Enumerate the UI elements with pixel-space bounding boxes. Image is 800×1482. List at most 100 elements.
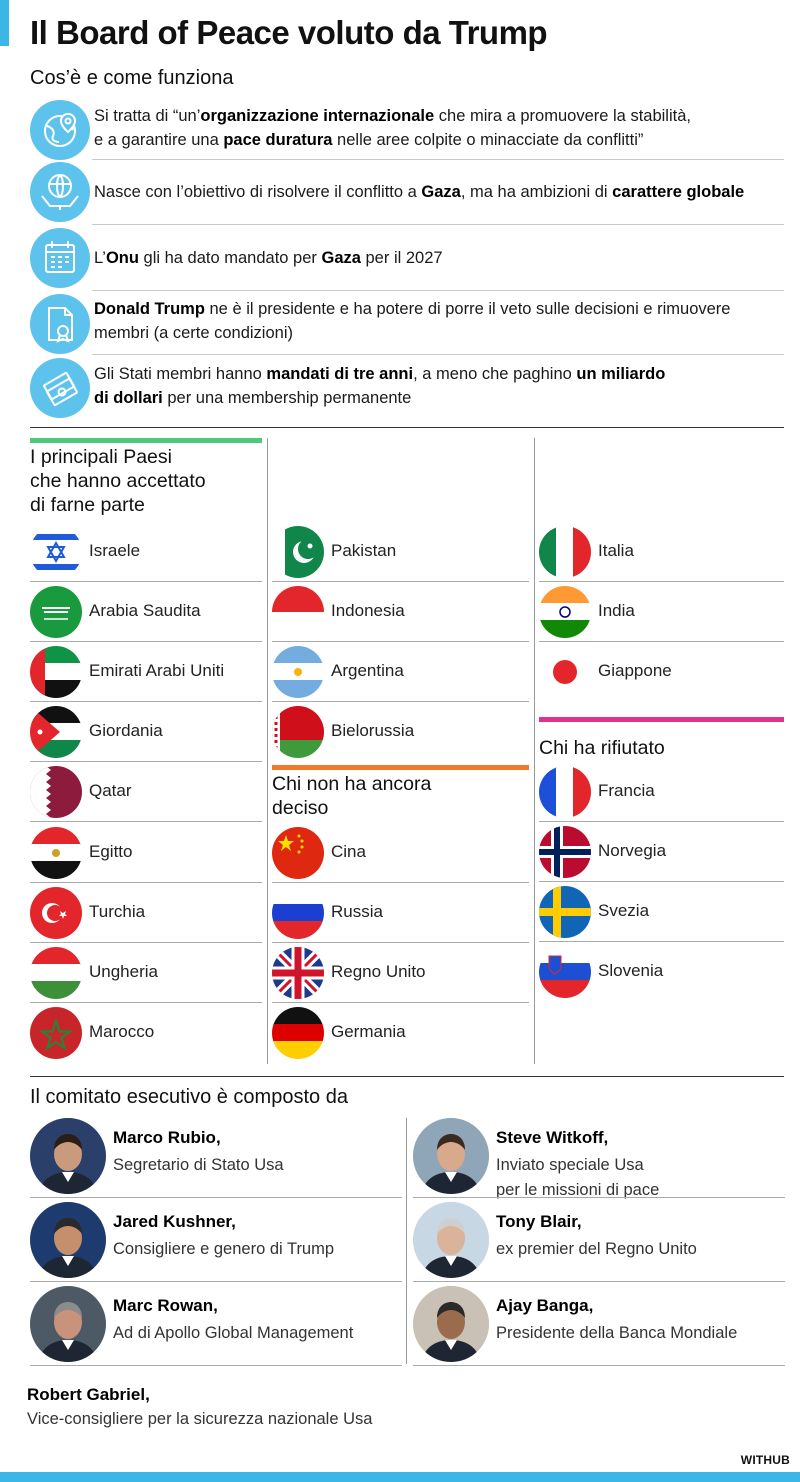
country-name: Germania [331, 1022, 406, 1042]
divider [30, 1281, 402, 1282]
divider [30, 701, 262, 703]
country-indonesia: Indonesia [272, 582, 529, 643]
globe-pin-icon [30, 100, 90, 160]
avatar [413, 1202, 489, 1278]
member-name: Steve Witkoff, [496, 1128, 609, 1147]
country-giappone: Giappone [539, 642, 784, 702]
flag-indonesia-icon [272, 586, 324, 639]
country-israele: Israele [30, 522, 262, 582]
info-text: L’Onu gli ha dato mandato per Gaza per i… [94, 249, 443, 267]
divider [30, 1001, 262, 1003]
divider [539, 821, 784, 822]
country-name: Francia [598, 781, 655, 800]
page-subtitle: Cos’è e come funziona [30, 67, 234, 89]
member-role: ex premier del Regno Unito [496, 1240, 697, 1258]
country-cina: Cina [272, 823, 529, 883]
member-card: Marco Rubio, Segretario di Stato Usa [30, 1114, 402, 1198]
column-divider [534, 438, 535, 1064]
divider [413, 1197, 785, 1198]
page-title: Il Board of Peace voluto da Trump [30, 14, 548, 51]
divider [539, 641, 784, 643]
flag-italia-icon [539, 526, 591, 578]
country-turchia: Turchia [30, 883, 262, 943]
country-emirati-arabi-uniti: Emirati Arabi Uniti [30, 642, 262, 703]
divider [539, 941, 784, 943]
flag-pakistan-icon [272, 526, 324, 578]
accepted-accent-line [30, 438, 262, 443]
member-card: Jared Kushner, Consigliere e genero di Tr… [30, 1198, 402, 1282]
flag-turchia-icon [30, 886, 82, 939]
flag-india-icon [539, 586, 591, 639]
country-name: Israele [89, 541, 141, 560]
flag-cina-icon [272, 827, 324, 879]
divider [272, 581, 529, 582]
divider [272, 641, 529, 643]
country-name: Indonesia [331, 601, 405, 621]
section-divider [30, 1076, 784, 1077]
undecided-accent-line [272, 765, 529, 770]
member-name: Tony Blair, [496, 1212, 582, 1231]
info-text: Si tratta di “un’organizzazione internaz… [94, 107, 691, 149]
refused-heading: Chi ha rifiutato [539, 737, 665, 759]
member-card: Ajay Banga, Presidente della Banca Mondia… [413, 1282, 785, 1366]
country-name: Cina [331, 842, 366, 861]
member-card: Marc Rowan, Ad di Apollo Global Managemen… [30, 1282, 402, 1366]
member-role: Vice-consigliere per la sicurezza nazion… [27, 1410, 373, 1428]
member-role: Consigliere e genero di Trump [113, 1240, 335, 1258]
country-slovenia: Slovenia [539, 942, 784, 1002]
member-role: Ad di Apollo Global Management [113, 1324, 354, 1342]
country-francia: Francia [539, 762, 784, 822]
divider [30, 1197, 402, 1198]
divider [30, 641, 262, 643]
flag-svezia-icon [539, 886, 591, 939]
member-name: Marc Rowan, [113, 1296, 218, 1315]
column-divider [406, 1118, 407, 1364]
member-name: Jared Kushner, [113, 1212, 236, 1231]
country-giordania: Giordania [30, 702, 262, 763]
country-name: Bielorussia [331, 721, 415, 741]
flag-regno-unito-icon [272, 947, 324, 1000]
country-name: Turchia [89, 901, 146, 921]
flag-argentina-icon [272, 646, 324, 699]
country-bielorussia: Bielorussia [272, 702, 529, 762]
divider [30, 581, 262, 582]
committee-heading: Il comitato esecutivo è composto da [30, 1086, 348, 1108]
section-divider [30, 427, 784, 428]
avatar [30, 1118, 106, 1194]
flag-giordania-icon [30, 706, 82, 759]
country-marocco: Marocco [30, 1003, 262, 1063]
flag-marocco-icon [30, 1006, 82, 1059]
flag-israele-icon [30, 526, 82, 578]
country-name: Regno Unito [331, 962, 426, 982]
country-name: Svezia [598, 901, 650, 921]
divider [539, 881, 784, 883]
footer-accent-bar [0, 1472, 800, 1482]
member-name: Ajay Banga, [496, 1296, 594, 1315]
country-italia: Italia [539, 522, 784, 582]
country-germania: Germania [272, 1003, 529, 1063]
divider [30, 761, 262, 763]
country-argentina: Argentina [272, 642, 529, 703]
flag-ungheria-icon [30, 946, 82, 999]
divider [413, 1365, 785, 1366]
country-regno-unito: Regno Unito [272, 943, 529, 1004]
divider [413, 1281, 785, 1282]
flag-bielorussia-icon [272, 706, 324, 759]
country-name: Italia [598, 541, 634, 560]
country-name: India [598, 601, 635, 621]
document-seal-icon [30, 294, 90, 354]
info-text: Nasce con l’obiettivo di risolvere il co… [94, 183, 745, 201]
country-name: Marocco [89, 1021, 155, 1041]
member-card: Tony Blair, ex premier del Regno Unito [413, 1198, 785, 1282]
refused-accent-line [539, 717, 784, 722]
avatar [413, 1118, 489, 1194]
member-role: Inviato speciale Usa per le missioni di p… [496, 1156, 660, 1199]
accepted-heading: I principali Paesi che hanno accettato d… [30, 446, 206, 516]
country-name: Emirati Arabi Uniti [89, 661, 225, 681]
flag-qatar-icon [30, 766, 82, 819]
member-role: Segretario di Stato Usa [113, 1156, 284, 1174]
avatar [413, 1286, 489, 1362]
title-accent-bar [0, 0, 9, 46]
country-name: Arabia Saudita [89, 601, 201, 621]
divider [539, 581, 784, 582]
